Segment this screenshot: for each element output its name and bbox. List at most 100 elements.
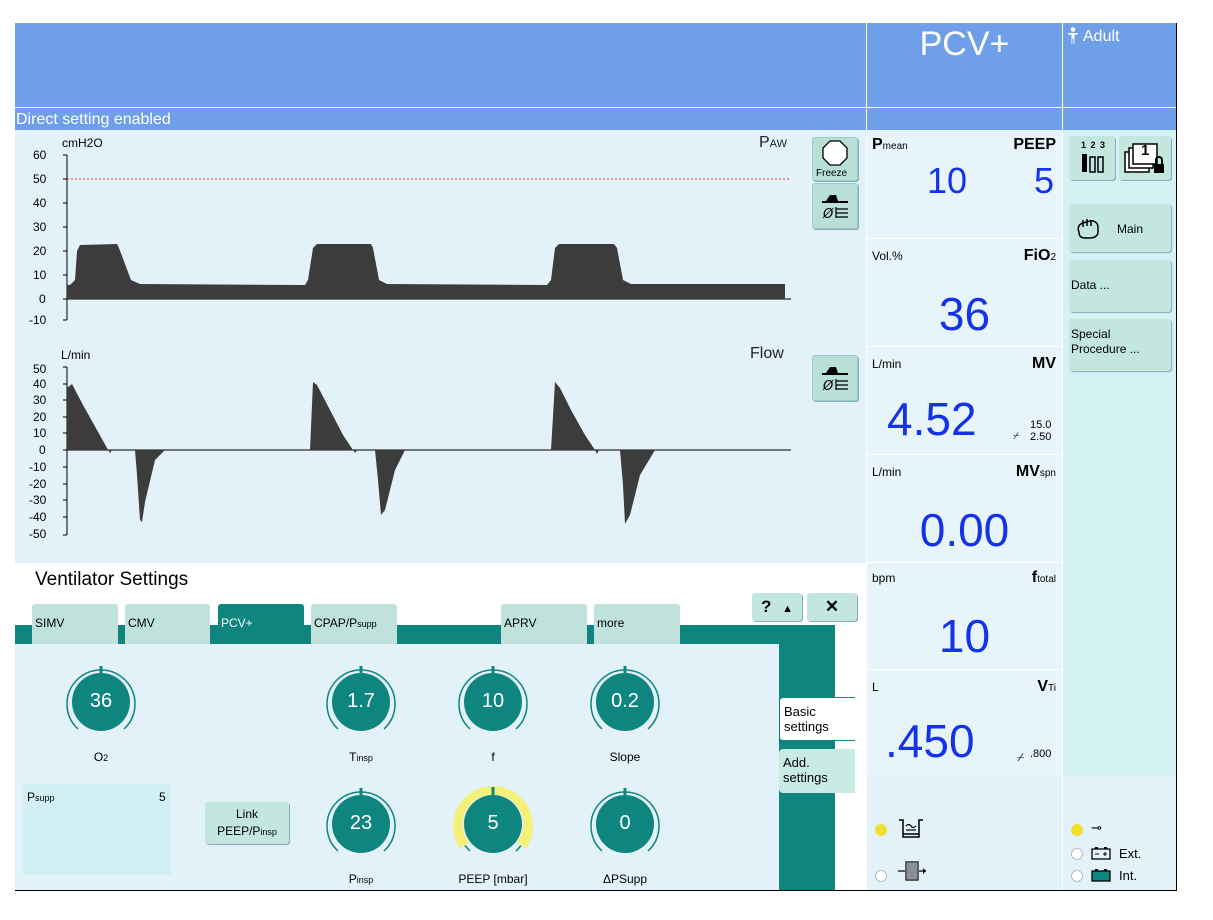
- waveform-svg: [63, 154, 791, 536]
- status-message: Direct setting enabled: [15, 107, 866, 130]
- basic-settings-tab[interactable]: Basic settings: [779, 697, 855, 741]
- flow-tick-label: 40: [33, 377, 47, 391]
- link-line1: Link: [235, 807, 258, 821]
- collapse-up-icon: ▲: [782, 603, 793, 615]
- ventilator-screen: Direct setting enabled PCV+ Adult: [15, 23, 1177, 891]
- tinsp-label: Tinsp: [349, 750, 373, 764]
- limit-icon: ⌿: [1017, 750, 1025, 764]
- pmean-value: 10: [927, 160, 968, 201]
- ftotal-panel[interactable]: bpm ftotal 10: [867, 563, 1062, 670]
- tinsp-value: 1.7: [347, 690, 375, 712]
- peep-knob[interactable]: 5: [453, 784, 533, 864]
- tab-pcv-plus[interactable]: PCV+: [218, 604, 304, 644]
- tab-cmv[interactable]: CMV: [125, 604, 210, 644]
- f-value: 10: [481, 690, 505, 712]
- dpsupp-knob[interactable]: 0: [585, 784, 665, 864]
- lock-screen-button[interactable]: 1: [1119, 136, 1171, 180]
- lock-pages-icon: [1124, 143, 1164, 173]
- dpsupp-label: ΔPSupp: [602, 872, 648, 886]
- paw-tick-label: 20: [33, 244, 47, 258]
- pmean-name: Pmean: [872, 136, 908, 153]
- flow-unit: L/min: [61, 348, 91, 362]
- psupp-value: 5: [159, 790, 166, 804]
- separator: [1062, 23, 1063, 890]
- mv-name: MV: [1032, 355, 1056, 372]
- flow-tick-label: -10: [29, 460, 47, 474]
- int-label: Int.: [1119, 868, 1138, 883]
- freeze-button[interactable]: Freeze: [812, 137, 858, 181]
- tab-cpap-psupp[interactable]: CPAP/Psupp: [311, 604, 397, 644]
- person-icon: [1067, 27, 1079, 50]
- separator: [866, 23, 867, 890]
- paw-title: PAW: [759, 134, 787, 151]
- f-knob[interactable]: 10: [453, 662, 533, 742]
- ftotal-value: 10: [938, 610, 991, 662]
- data-label: Data ...: [1071, 278, 1110, 292]
- paw-tick-label: 0: [39, 292, 46, 306]
- header-bar: [15, 23, 866, 107]
- alarm-limits-icon: ⌿: [1013, 431, 1019, 442]
- pinsp-value: 23: [349, 812, 373, 834]
- patient-status-strip: [1063, 107, 1176, 131]
- mvspn-name: MVspn: [1015, 463, 1056, 480]
- flow-tick-label: -40: [29, 510, 47, 524]
- ftotal-unit: bpm: [872, 571, 896, 585]
- paw-waveform: [67, 244, 785, 299]
- tab-aprv[interactable]: APRV: [501, 604, 587, 644]
- o2-knob[interactable]: 36: [56, 662, 141, 742]
- tab-simv[interactable]: SIMV: [32, 604, 118, 644]
- flow-tick-label: -20: [29, 477, 47, 491]
- ext-label: Ext.: [1119, 846, 1142, 861]
- freeze-label: Freeze: [816, 168, 848, 179]
- mv-panel[interactable]: L/min MV 4.52 ⌿ 15.0 2.50: [867, 347, 1062, 455]
- vti-name: VTi: [1037, 678, 1056, 695]
- pinsp-knob[interactable]: 23: [321, 784, 401, 864]
- hand-icon: [1077, 219, 1099, 239]
- battery-int-icon: [1091, 869, 1111, 882]
- flow-scale-button[interactable]: Ø: [812, 355, 858, 401]
- ventilation-mode: PCV+: [867, 23, 1062, 107]
- slope-knob[interactable]: 0.2: [585, 662, 665, 742]
- o2-label: O2: [93, 750, 109, 764]
- knob-dial: [590, 666, 660, 731]
- power-status-panel: ⊸ Ext. Int.: [1063, 776, 1176, 890]
- close-icon: ✕: [824, 597, 840, 616]
- o2-value: 36: [89, 690, 113, 712]
- knob-dial-active: [453, 786, 533, 853]
- fio2-panel[interactable]: Vol.% FiO2 36: [867, 239, 1062, 347]
- fio2-value: 36: [938, 288, 991, 340]
- link-peep-pinsp-button[interactable]: Link PEEP/Pinsp: [205, 802, 289, 844]
- paw-scale-button[interactable]: Ø: [812, 183, 858, 229]
- close-button[interactable]: ✕: [807, 593, 857, 621]
- main-menu-button[interactable]: Main: [1069, 204, 1171, 252]
- paw-unit: cmH2O: [62, 136, 103, 150]
- settings-title: Ventilator Settings: [35, 569, 189, 590]
- octagon-icon: [822, 140, 848, 166]
- dpsupp-value: 0: [619, 812, 631, 834]
- patient-category[interactable]: Adult: [1063, 23, 1176, 107]
- svg-text:Ø: Ø: [822, 379, 834, 393]
- fio2-unit: Vol.%: [872, 249, 903, 263]
- tinsp-knob[interactable]: 1.7: [321, 662, 401, 742]
- special-procedure-button[interactable]: Special Procedure ...: [1069, 319, 1171, 371]
- tab-more[interactable]: more: [594, 604, 680, 644]
- lock-digit: 1: [1141, 142, 1150, 159]
- link-line2: PEEP/Pinsp: [217, 824, 277, 838]
- status-led: [875, 824, 887, 836]
- add-settings-tab[interactable]: Add. settings: [779, 749, 855, 793]
- main-label: Main: [1117, 222, 1144, 236]
- fio2-name: FiO2: [1023, 247, 1056, 264]
- vti-panel[interactable]: L VTi .450 ⌿ .800: [867, 670, 1062, 777]
- mv-lower-limit: 2.50: [1030, 431, 1052, 443]
- data-menu-button[interactable]: Data ...: [1069, 260, 1171, 312]
- values-layout-button[interactable]: 1 2 3: [1069, 136, 1115, 180]
- knob-dial: [326, 666, 396, 731]
- vti-unit: L: [872, 680, 879, 694]
- mv-upper-limit: 15.0: [1030, 419, 1052, 431]
- device-status-panel: [867, 776, 1062, 890]
- help-button[interactable]: ? ▲: [752, 593, 802, 621]
- plug-icon: ⊸: [1091, 820, 1102, 835]
- pmean-peep-panel[interactable]: Pmean PEEP 10 5: [867, 130, 1062, 239]
- mvspn-unit: L/min: [872, 465, 902, 479]
- mvspn-panel[interactable]: L/min MVspn 0.00: [867, 455, 1062, 563]
